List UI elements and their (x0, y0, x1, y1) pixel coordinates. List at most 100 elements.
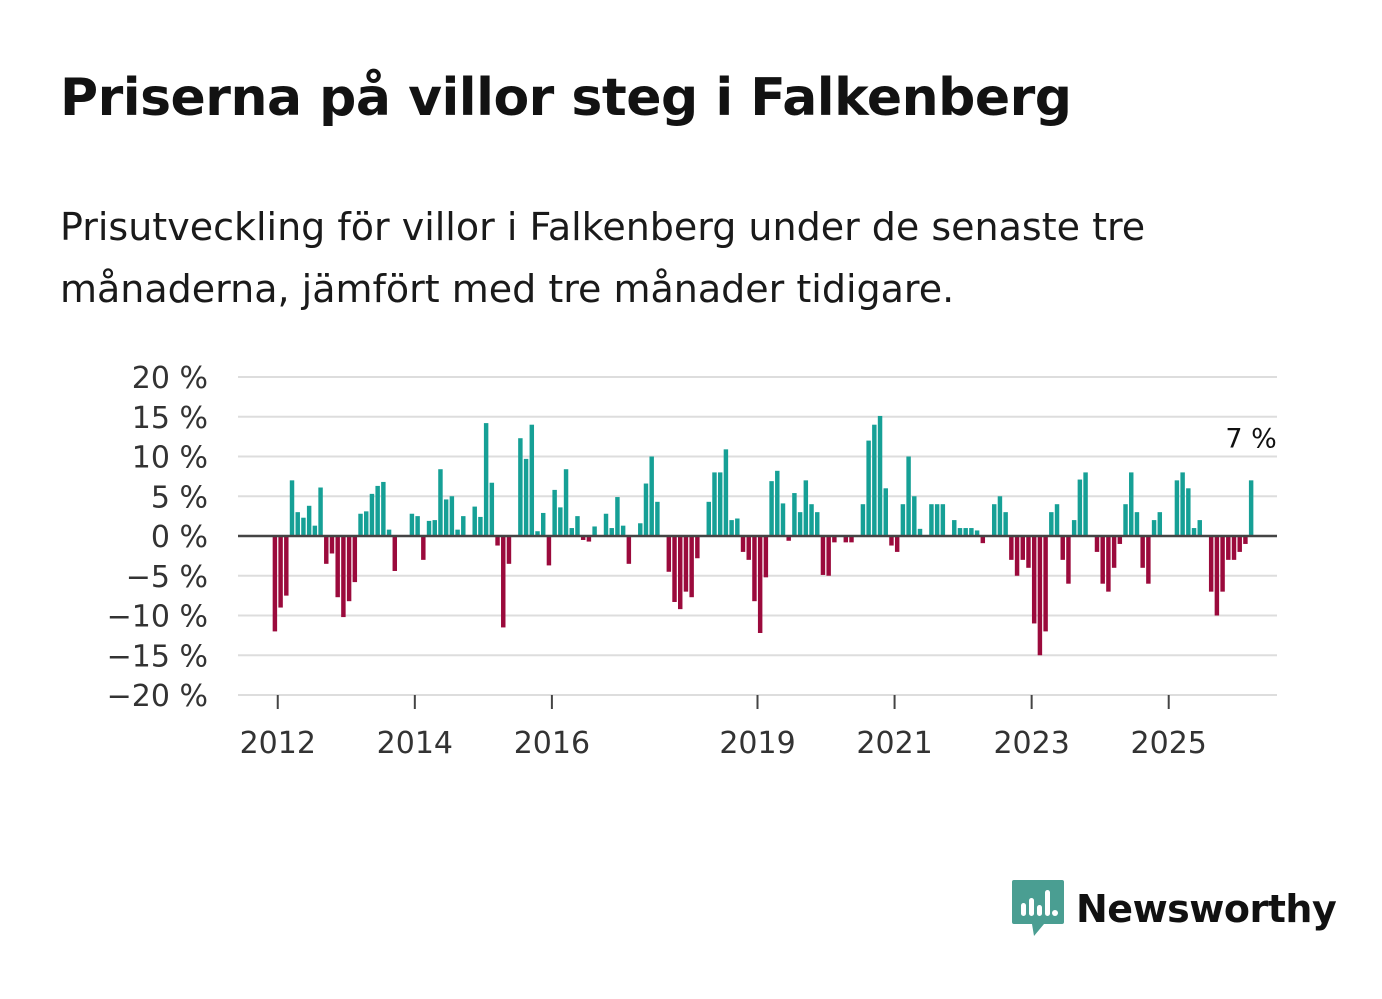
bar (529, 424, 535, 536)
gridlines (238, 376, 1277, 696)
bar (1049, 512, 1054, 536)
bar (341, 536, 346, 618)
bar (1117, 536, 1123, 544)
bar (1140, 536, 1145, 568)
bar (1100, 536, 1105, 584)
bar (826, 536, 831, 576)
bar (1220, 536, 1225, 592)
bar (523, 458, 529, 536)
bar (540, 512, 546, 536)
bar (1208, 536, 1214, 592)
bar (364, 511, 369, 536)
bar (483, 423, 489, 536)
bar (843, 536, 849, 543)
bar (495, 536, 500, 546)
chart-title: Priserna på villor steg i Falkenberg (60, 68, 1072, 128)
bar (1083, 472, 1088, 536)
bar (815, 512, 820, 536)
bar (375, 485, 380, 536)
bar (580, 536, 586, 540)
bar (1237, 536, 1242, 552)
bar (301, 517, 306, 536)
bar (1054, 504, 1060, 536)
bar (820, 536, 826, 575)
bar (449, 496, 455, 536)
bar (860, 504, 866, 536)
bar (1031, 536, 1037, 624)
bar (1106, 536, 1111, 592)
bar (352, 536, 358, 583)
bar (1214, 536, 1220, 616)
bar (649, 456, 654, 536)
bar (489, 482, 495, 536)
bar (386, 529, 392, 536)
bar (712, 472, 717, 536)
bar (803, 480, 809, 536)
x-tick-label: 2016 (514, 726, 590, 761)
bar (877, 415, 883, 536)
bar (706, 501, 712, 536)
bar (1094, 536, 1100, 552)
bar (626, 536, 632, 564)
bar (952, 520, 957, 536)
bar (1071, 520, 1077, 536)
y-tick-label: 15 % (132, 401, 208, 436)
bar (461, 516, 466, 536)
bar (1014, 536, 1020, 576)
bar (752, 536, 757, 602)
bar (1060, 536, 1065, 560)
bar (558, 507, 563, 536)
bar (1111, 536, 1117, 568)
bar (980, 536, 986, 544)
bar (940, 504, 946, 536)
bar (432, 520, 437, 536)
bar (1157, 512, 1163, 536)
bar (997, 496, 1003, 536)
bar (426, 520, 432, 536)
bar (1180, 472, 1185, 536)
y-tick-label: −20 % (107, 679, 208, 714)
bar (1003, 512, 1008, 536)
x-tick-label: 2025 (1131, 726, 1207, 761)
newsworthy-logo-icon (1012, 880, 1064, 936)
bar (894, 536, 900, 552)
y-tick-label: −10 % (107, 600, 208, 635)
bar (346, 536, 352, 602)
bar (763, 536, 769, 578)
bar (1174, 480, 1180, 536)
bar (438, 469, 443, 536)
newsworthy-brand[interactable]: Newsworthy (1010, 878, 1337, 940)
bar (775, 470, 780, 536)
bar (620, 525, 626, 536)
bar (678, 536, 683, 610)
bar (883, 488, 888, 536)
bar (335, 536, 340, 598)
bars (272, 415, 1254, 656)
y-tick-label: 0 % (151, 520, 208, 555)
bar (934, 504, 940, 536)
bar (278, 536, 283, 608)
bar (929, 504, 934, 536)
bar (746, 536, 751, 560)
bar (421, 536, 426, 560)
bar (912, 496, 917, 536)
bar (974, 530, 980, 536)
bar (518, 438, 523, 536)
bar (358, 513, 363, 536)
bar (957, 528, 963, 536)
x-tick-label: 2021 (856, 726, 932, 761)
bar (552, 489, 557, 536)
bar (381, 481, 386, 536)
brand-name: Newsworthy (1076, 887, 1337, 931)
bar (1186, 488, 1191, 536)
bar (689, 536, 694, 598)
bar (809, 504, 814, 536)
bar (603, 513, 609, 536)
bar (1134, 512, 1140, 536)
bar (1146, 536, 1151, 584)
bar (546, 536, 552, 566)
bar (318, 487, 323, 536)
bar (289, 480, 295, 536)
bar (506, 536, 512, 564)
bar (609, 528, 614, 536)
